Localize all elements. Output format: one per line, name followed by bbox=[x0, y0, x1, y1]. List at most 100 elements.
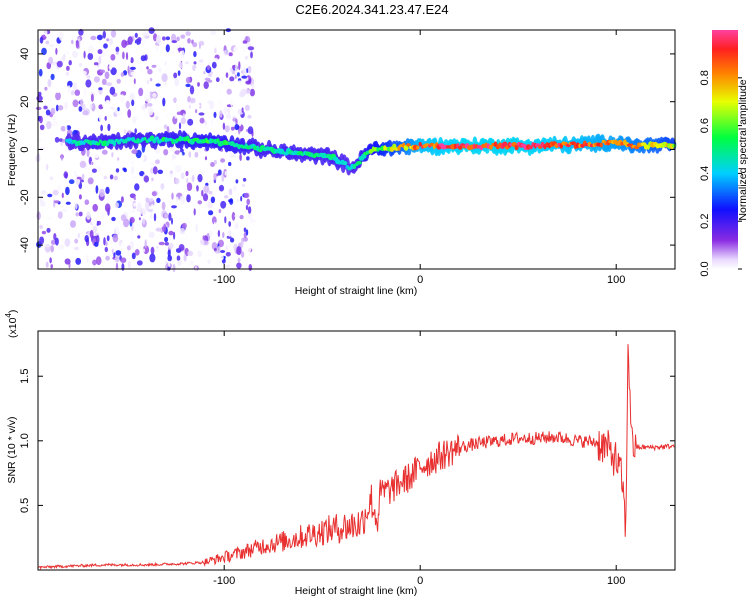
spectrogram-cell bbox=[147, 103, 153, 107]
spectrogram-cell bbox=[193, 61, 197, 65]
spectrogram-cell bbox=[98, 220, 101, 226]
spectrogram-cell bbox=[234, 74, 237, 79]
spectrogram-cell bbox=[221, 77, 224, 86]
svg-text:(x104): (x104) bbox=[4, 310, 19, 338]
spectrogram-cell bbox=[86, 132, 89, 137]
colorbar-tick-label: 0.6 bbox=[699, 118, 711, 133]
spectrogram-cell bbox=[35, 106, 42, 111]
spectrogram-cell bbox=[130, 71, 135, 76]
spectrogram-cell bbox=[65, 124, 68, 132]
spectrogram-cell bbox=[154, 115, 159, 121]
spectrogram-cell bbox=[164, 236, 169, 243]
spectrogram-cell bbox=[50, 264, 53, 269]
y-tick-label: 1.5 bbox=[19, 369, 31, 384]
spectrogram-cell bbox=[87, 52, 94, 61]
spectrogram-cell bbox=[106, 99, 111, 107]
spectrogram-cell bbox=[106, 197, 110, 202]
spectrogram-cell bbox=[180, 34, 186, 39]
spectrogram-cell bbox=[172, 264, 176, 273]
spectrogram-cell bbox=[219, 255, 224, 261]
spectrogram-cell bbox=[120, 242, 125, 249]
spectrogram-cell bbox=[187, 250, 194, 257]
spectrogram-cell bbox=[160, 183, 165, 190]
spectrogram-cell bbox=[132, 116, 137, 124]
spectrogram-cell bbox=[201, 212, 205, 218]
spectrogram-cell bbox=[214, 247, 217, 252]
spectrogram-cell bbox=[52, 120, 58, 127]
spectrogram-cell bbox=[232, 185, 237, 192]
ridge-cell bbox=[143, 137, 147, 141]
spectrogram-cell bbox=[240, 195, 243, 202]
spectrogram-cell bbox=[212, 181, 217, 187]
spectrogram-cell bbox=[168, 260, 171, 268]
spectrogram-cell bbox=[172, 97, 178, 103]
spectrogram-cell bbox=[96, 250, 101, 256]
spectrogram-cell bbox=[50, 107, 56, 115]
ridge-cell bbox=[232, 143, 236, 148]
spectrogram-cell bbox=[247, 46, 255, 51]
ridge-cell bbox=[164, 137, 168, 143]
spectrogram-cell bbox=[79, 62, 83, 67]
spectrogram-cell bbox=[39, 115, 43, 124]
spectrogram-cell bbox=[168, 242, 174, 249]
spectrogram-cell bbox=[50, 239, 56, 245]
spectrogram-cell bbox=[175, 196, 179, 202]
spectrogram-cell bbox=[86, 254, 89, 263]
spectrogram-cell bbox=[171, 50, 174, 55]
spectrogram-cell bbox=[36, 95, 43, 102]
spectrogram-cell bbox=[71, 39, 74, 45]
spectrogram-cell bbox=[215, 36, 218, 43]
spectrogram-cell bbox=[235, 118, 238, 125]
spectrogram-cell bbox=[110, 106, 115, 110]
spectrogram-cell bbox=[228, 229, 232, 237]
ridge-cell bbox=[599, 142, 603, 148]
spectrogram-cell bbox=[217, 230, 221, 237]
spectrogram-cell bbox=[194, 67, 198, 76]
spectrogram-cell bbox=[116, 157, 120, 161]
spectrogram-cell bbox=[121, 263, 125, 271]
spectrogram-cell bbox=[178, 244, 185, 251]
spectrogram-cell bbox=[161, 201, 166, 211]
spectrogram-cell bbox=[198, 43, 201, 49]
spectrogram-cell bbox=[242, 185, 245, 193]
spectrogram-cell bbox=[65, 72, 69, 76]
spectrogram-cell bbox=[92, 259, 97, 266]
x-tick-label: -100 bbox=[213, 274, 235, 286]
spectrogram-cell bbox=[180, 117, 186, 125]
spectrogram-cell bbox=[191, 79, 198, 84]
spectrogram-cell bbox=[120, 114, 126, 119]
spectrogram-cell bbox=[150, 262, 155, 270]
spectrogram-cell bbox=[63, 50, 70, 55]
spectrogram-cell bbox=[242, 177, 247, 182]
colorbar-ticks: 0.0 0.2 0.4 0.6 0.8 bbox=[699, 70, 742, 277]
spectrogram-cell bbox=[168, 212, 172, 221]
spectrogram-cell bbox=[189, 260, 194, 266]
spectrogram-cell bbox=[86, 75, 91, 79]
spectrogram-cell bbox=[115, 168, 120, 173]
spectrogram-cell bbox=[237, 257, 241, 263]
x-tick-label: 0 bbox=[417, 575, 423, 587]
spectrogram-cell bbox=[39, 225, 43, 229]
spectrogram-cell bbox=[205, 33, 209, 38]
spectrogram-cell bbox=[226, 187, 229, 196]
spectrogram-cell bbox=[51, 209, 55, 215]
spectrogram-cell bbox=[187, 38, 191, 44]
spectrogram-cell bbox=[65, 201, 71, 205]
spectrogram-cell bbox=[142, 32, 149, 37]
spectrogram-cell bbox=[127, 36, 133, 45]
spectrogram-cell bbox=[163, 81, 167, 86]
spectrogram-cell bbox=[44, 139, 46, 143]
spectrogram-cell bbox=[129, 208, 133, 213]
spectrogram-cell bbox=[215, 77, 220, 83]
spectrogram-cell bbox=[224, 216, 227, 224]
spectrogram-cell bbox=[77, 233, 81, 239]
spectrogram-cell bbox=[105, 82, 112, 86]
spectrogram-cell bbox=[46, 121, 52, 130]
spectrogram-cell bbox=[180, 49, 185, 59]
figure-title: C2E6.2024.341.23.47.E24 bbox=[295, 2, 448, 17]
spectrogram-cell bbox=[61, 192, 64, 199]
spectrogram-cell bbox=[238, 33, 243, 39]
spectrogram-cell bbox=[93, 76, 100, 83]
spectrogram-cell bbox=[238, 61, 241, 71]
spectrogram-cell bbox=[63, 171, 69, 179]
